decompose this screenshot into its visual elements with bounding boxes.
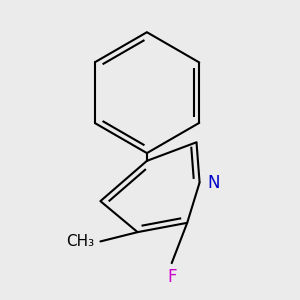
Text: N: N xyxy=(207,173,220,191)
Text: F: F xyxy=(167,268,176,286)
Text: CH₃: CH₃ xyxy=(66,234,94,249)
